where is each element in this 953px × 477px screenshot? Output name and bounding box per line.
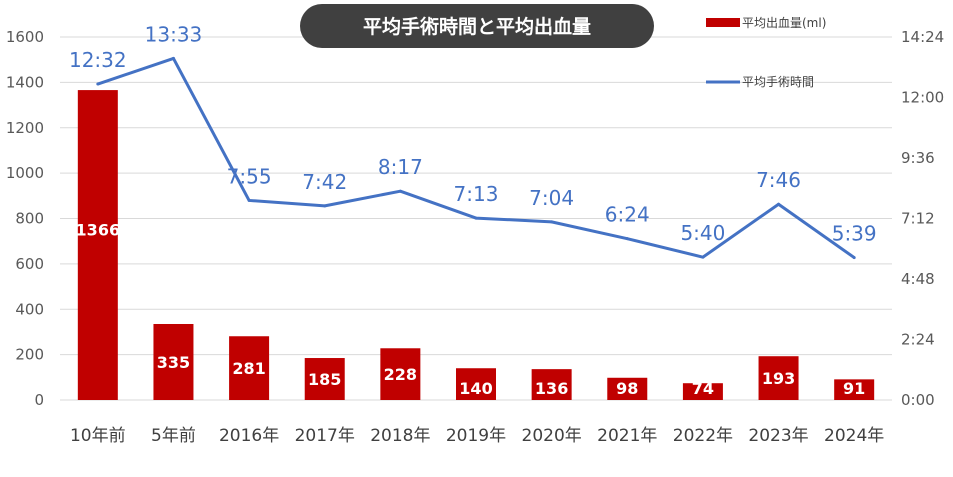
line-data-label: 7:13 — [454, 182, 499, 206]
chart-title-text: 平均手術時間と平均出血量 — [363, 15, 591, 38]
chart-title: 平均手術時間と平均出血量 — [300, 4, 654, 48]
x-category-label: 2022年 — [673, 426, 733, 446]
bar-data-label: 228 — [384, 365, 417, 384]
legend-label-bleeding: 平均出血量(ml) — [742, 16, 826, 30]
bar — [304, 358, 345, 400]
y-left-tick-label: 600 — [15, 255, 44, 273]
y-left-tick-label: 800 — [15, 210, 44, 228]
y-right-tick-label: 2:24 — [901, 331, 935, 349]
bar-data-label: 98 — [616, 379, 638, 398]
y-left-tick-label: 400 — [15, 300, 44, 318]
bar — [607, 377, 648, 400]
bar-data-label: 74 — [692, 379, 714, 398]
line-point — [852, 256, 856, 260]
y-left-tick-label: 1600 — [6, 28, 44, 46]
legend: 平均出血量(ml) 平均手術時間 — [706, 16, 826, 89]
y-right-tick-label: 4:48 — [901, 270, 935, 288]
line-data-label: 7:42 — [302, 170, 347, 194]
x-category-label: 2021年 — [597, 426, 657, 446]
line-point — [701, 255, 705, 259]
y-right-tick-label: 14:24 — [901, 28, 944, 46]
x-category-label: 2016年 — [219, 426, 279, 446]
bar — [682, 383, 723, 400]
x-category-label: 5年前 — [151, 426, 196, 446]
line-point — [474, 216, 478, 220]
bar — [380, 348, 421, 400]
y-left-tick-label: 200 — [15, 346, 44, 364]
bar — [77, 90, 118, 401]
bar-data-label: 91 — [843, 379, 865, 398]
line-point — [96, 82, 100, 86]
bar-data-label: 140 — [459, 379, 492, 398]
line-data-label: 7:04 — [529, 186, 574, 210]
line-point — [550, 220, 554, 224]
surgery-time-line — [97, 56, 856, 259]
x-category-label: 2020年 — [522, 426, 582, 446]
bar — [229, 336, 270, 400]
line-point — [323, 204, 327, 208]
line-point — [777, 202, 781, 206]
bar — [834, 379, 875, 400]
y-left-tick-label: 1200 — [6, 119, 44, 137]
bar — [456, 368, 496, 400]
y-left-tick-label: 1400 — [6, 73, 44, 91]
line-data-label: 5:39 — [832, 222, 877, 246]
bar — [758, 356, 799, 400]
x-category-label: 2018年 — [370, 426, 430, 446]
bar — [531, 369, 572, 400]
bar — [153, 323, 194, 400]
x-category-label: 2017年 — [295, 426, 355, 446]
x-category-label: 10年前 — [70, 426, 126, 446]
bar-data-label: 136 — [535, 379, 568, 398]
line-data-label: 13:33 — [145, 22, 203, 46]
y-right-tick-label: 7:12 — [901, 210, 935, 228]
x-category-label: 2019年 — [446, 426, 506, 446]
line-data-label: 12:32 — [69, 48, 127, 72]
y-left-tick-label: 1000 — [6, 164, 44, 182]
data-labels: 1366 335 281 185 228 140 136 98 74 193 91 12:32 13:3… — [69, 22, 877, 398]
chart-title-background — [300, 4, 654, 48]
line-data-label: 7:46 — [756, 168, 801, 192]
bar-data-label: 281 — [232, 359, 265, 378]
bar-series — [77, 90, 875, 401]
legend-label-surgery-time: 平均手術時間 — [742, 75, 814, 89]
bar-data-label: 185 — [308, 370, 341, 389]
y-right-tick-label: 0:00 — [901, 391, 935, 409]
bar-data-label: 1366 — [76, 221, 121, 240]
x-category-label: 2024年 — [824, 426, 884, 446]
line-data-label: 5:40 — [680, 221, 725, 245]
line-point — [247, 198, 251, 202]
line-data-label: 6:24 — [605, 203, 650, 227]
x-category-label: 2023年 — [748, 426, 808, 446]
line-point — [625, 237, 629, 241]
y-left-tick-label: 0 — [34, 391, 44, 409]
y-right-tick-label: 9:36 — [901, 149, 935, 167]
line-point — [398, 189, 402, 193]
bar-data-label: 193 — [762, 369, 795, 388]
line-data-label: 7:55 — [227, 164, 272, 188]
legend-swatch-bleeding — [706, 18, 740, 27]
line-series — [96, 56, 856, 260]
line-data-label: 8:17 — [378, 155, 423, 179]
line-point — [171, 56, 175, 60]
y-right-tick-label: 12:00 — [901, 89, 944, 107]
axes: 0 200 400 600 800 1000 1200 1400 1600 0:00 2:24 4:4… — [6, 28, 944, 446]
bar-data-label: 335 — [157, 353, 190, 372]
